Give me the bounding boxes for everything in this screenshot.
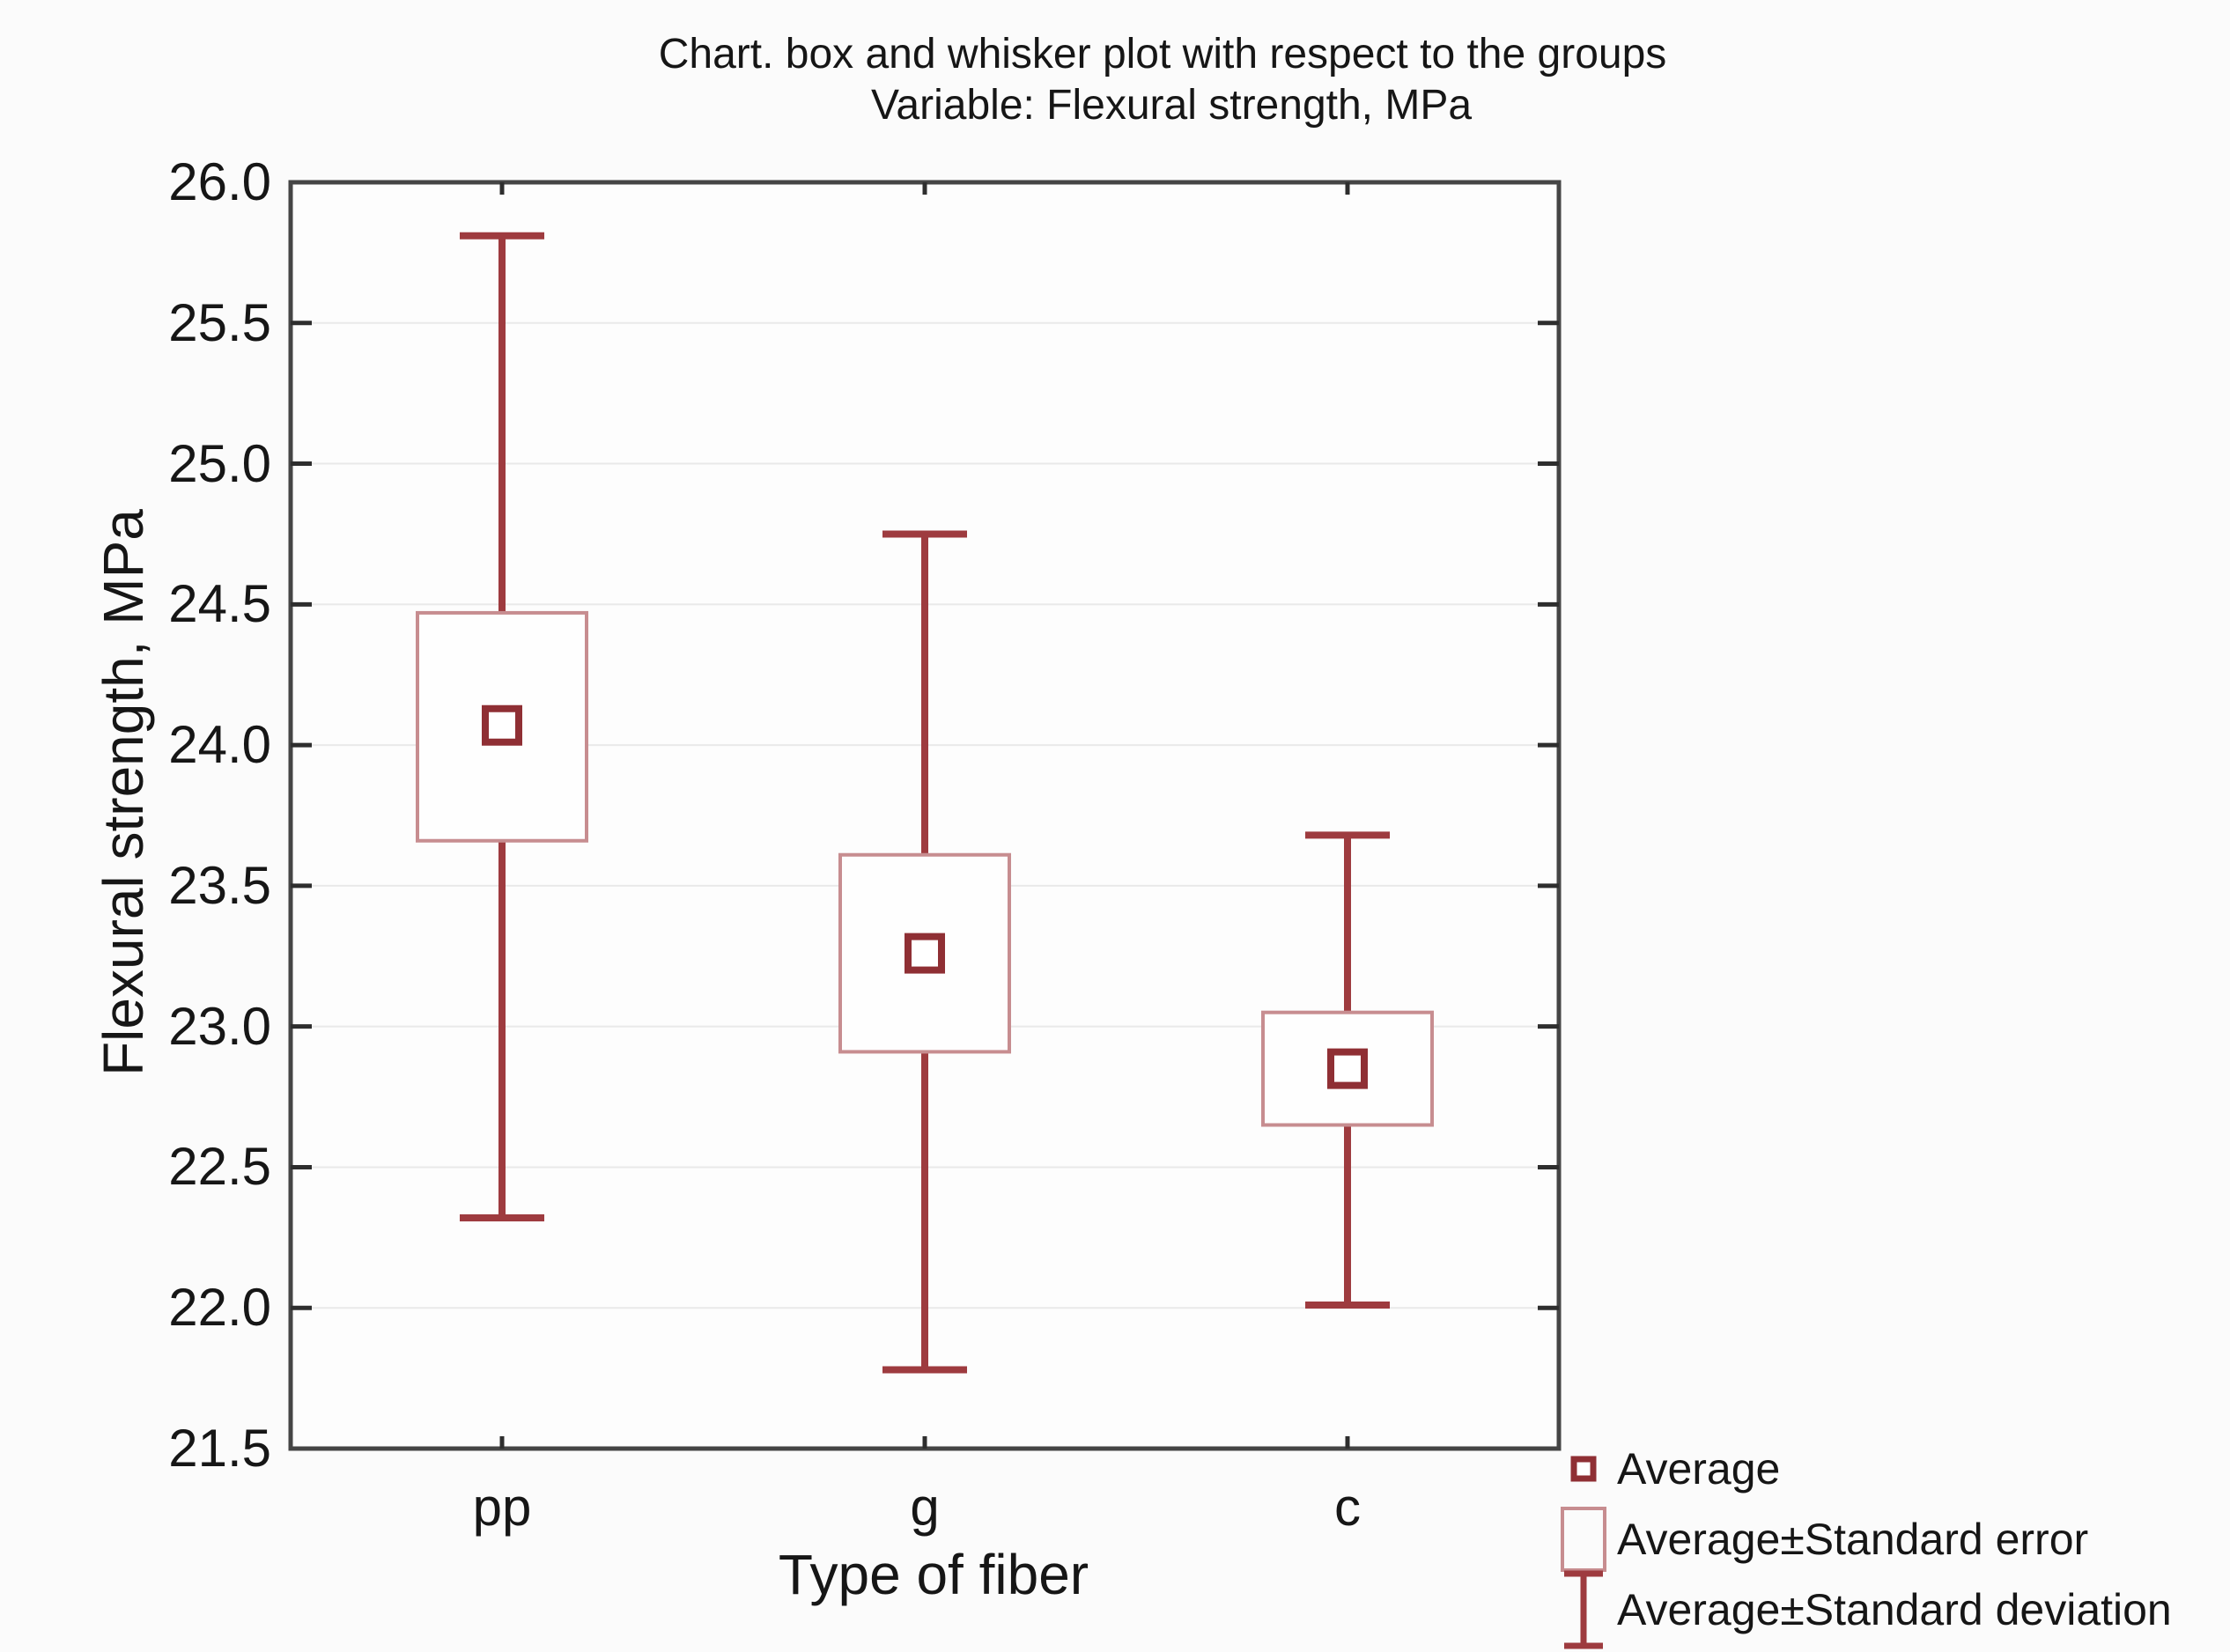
legend-label-average: Average (1617, 1444, 1781, 1493)
y-tick-label: 24.0 (168, 715, 271, 775)
y-tick-label: 23.5 (168, 855, 271, 915)
x-tick-label: g (910, 1478, 940, 1537)
standard-error-box-icon (1557, 1504, 1610, 1575)
standard-deviation-whisker-icon (1557, 1567, 1610, 1652)
x-axis-title: Type of fiber (778, 1543, 1089, 1606)
y-tick-label: 21.5 (168, 1419, 271, 1478)
legend-item-average: Average (1557, 1447, 1780, 1491)
mean-marker (482, 704, 522, 746)
y-tick-label: 25.0 (168, 433, 271, 493)
chart-title-line1: Chart. box and whisker plot with respect… (658, 31, 1667, 77)
legend-item-standard-deviation: Average±Standard deviation (1557, 1567, 2172, 1652)
y-tick-label: 22.0 (168, 1278, 271, 1338)
average-marker-icon (1557, 1449, 1610, 1488)
y-tick-label: 26.0 (168, 152, 271, 211)
mean-marker (1327, 1048, 1368, 1089)
mean-marker (905, 933, 945, 974)
legend-item-standard-error: Average±Standard error (1557, 1504, 2088, 1575)
y-tick-label: 23.0 (168, 996, 271, 1056)
chart-title-line2: Variable: Flexural strength, MPa (870, 82, 1473, 129)
legend-label-standard-error: Average±Standard error (1617, 1515, 2089, 1564)
y-tick-label: 25.5 (168, 292, 271, 352)
y-tick-label: 22.5 (168, 1137, 271, 1197)
x-tick-label: pp (472, 1478, 532, 1537)
legend-label-standard-deviation: Average±Standard deviation (1617, 1585, 2172, 1634)
x-tick-label: c (1334, 1478, 1361, 1537)
y-tick-label: 24.5 (168, 574, 271, 634)
